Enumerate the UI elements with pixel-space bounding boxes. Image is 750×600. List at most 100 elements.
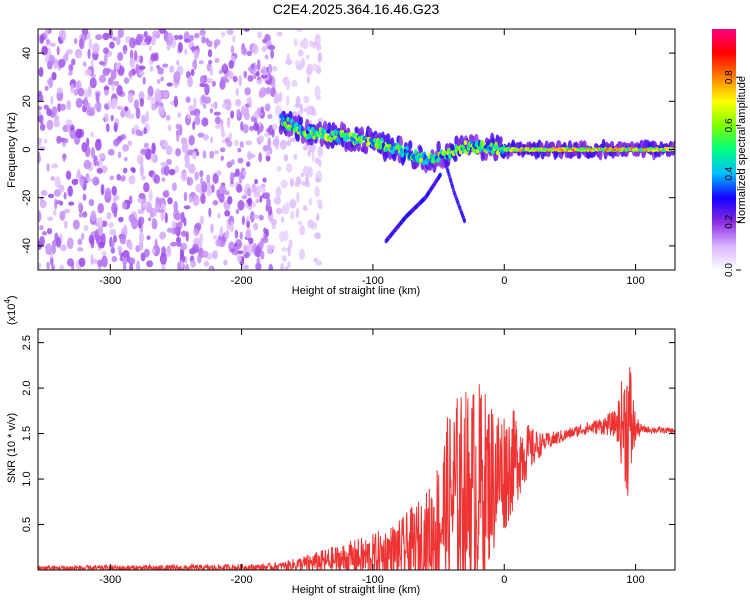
noise-blob [70,83,74,94]
noise-blob [122,44,128,53]
noise-blob [161,177,166,183]
snr-x-tick-label: 0 [501,574,507,586]
noise-blob [197,132,205,138]
noise-blob [122,144,129,152]
signal-halo [436,140,441,153]
noise-blob [185,157,191,167]
noise-blob [50,176,56,182]
noise-blob [102,32,110,41]
noise-blob [193,32,200,39]
noise-blob [131,167,136,174]
noise-blob [171,220,177,229]
noise-blob [97,225,104,235]
noise-blob [266,197,271,207]
snr-x-ticks: -300 -200 -100 0 100 [99,329,645,586]
noise-blob [224,210,231,217]
snr-y-axis-label: SNR (10 * v/v) [6,413,18,483]
noise-blob [235,99,242,107]
noise-blob [73,38,78,45]
noise-blob [83,224,89,232]
noise-blob [255,198,260,204]
noise-blob [176,212,181,221]
signal-point [290,118,294,124]
noise-blob [291,80,298,87]
noise-blob [147,85,154,98]
noise-blob [210,103,217,108]
noise-blob [68,64,74,72]
noise-blob [195,222,202,231]
noise-blob [174,165,179,174]
noise-blob [102,47,109,55]
noise-blob [267,205,273,216]
noise-blob [302,165,310,177]
noise-blob [160,161,168,167]
noise-blob [185,96,191,103]
noise-blob [111,83,115,92]
spectrogram-y-tick-label: -40 [21,238,33,254]
noise-blob [138,231,145,244]
noise-blob [48,54,55,65]
noise-blob [201,94,207,104]
noise-blob [164,212,168,224]
noise-blob [201,250,209,258]
noise-blob [46,227,53,235]
noise-blob [213,111,221,116]
noise-blob [167,32,174,45]
branch-point [438,172,442,178]
noise-blob [209,136,214,144]
noise-blob [192,200,198,206]
noise-blob [39,236,45,247]
noise-blob [162,63,169,68]
noise-blob [311,63,318,71]
noise-blob [46,108,52,117]
noise-blob [253,222,259,231]
noise-blob [297,220,303,226]
noise-blob [56,135,62,144]
noise-blob [151,248,156,255]
noise-blob [267,63,273,74]
noise-blob [170,241,178,247]
signal-point [326,128,331,134]
noise-blob [103,53,108,66]
noise-blob [289,137,296,143]
noise-blob [300,172,304,178]
noise-blob [203,260,210,267]
noise-blob [127,113,135,120]
noise-blob [84,69,92,76]
noise-blob [95,34,103,41]
noise-blob [111,185,117,196]
noise-blob [117,135,124,142]
snr-y-multiplier-close: ) [6,295,18,299]
noise-blob [223,99,231,105]
noise-blob [306,54,310,60]
noise-blob [55,200,62,205]
noise-blob [243,112,251,121]
noise-blob [143,30,148,38]
noise-blob [228,132,232,141]
noise-blob [237,199,245,211]
noise-blob [74,48,83,59]
noise-blob [133,50,138,61]
snr-line [38,367,675,570]
noise-blob [284,266,289,270]
signal-halo [295,133,300,142]
noise-blob [285,163,293,173]
noise-blob [219,147,226,153]
noise-blob [251,184,257,193]
noise-blob [177,34,183,40]
noise-blob [280,262,285,270]
noise-blob [38,262,42,269]
noise-blob [287,260,291,269]
snr-y-multiplier: (x104) [3,295,18,325]
noise-blob [173,95,179,108]
noise-blob [188,195,193,204]
noise-blob [199,29,206,36]
noise-blob [140,41,147,46]
spectrogram-y-tick-label: 40 [21,47,33,59]
noise-blob [77,247,84,252]
noise-blob [44,244,52,249]
noise-blob [248,153,256,159]
noise-blob [254,178,259,185]
noise-blob [247,197,253,207]
noise-blob [216,170,222,176]
